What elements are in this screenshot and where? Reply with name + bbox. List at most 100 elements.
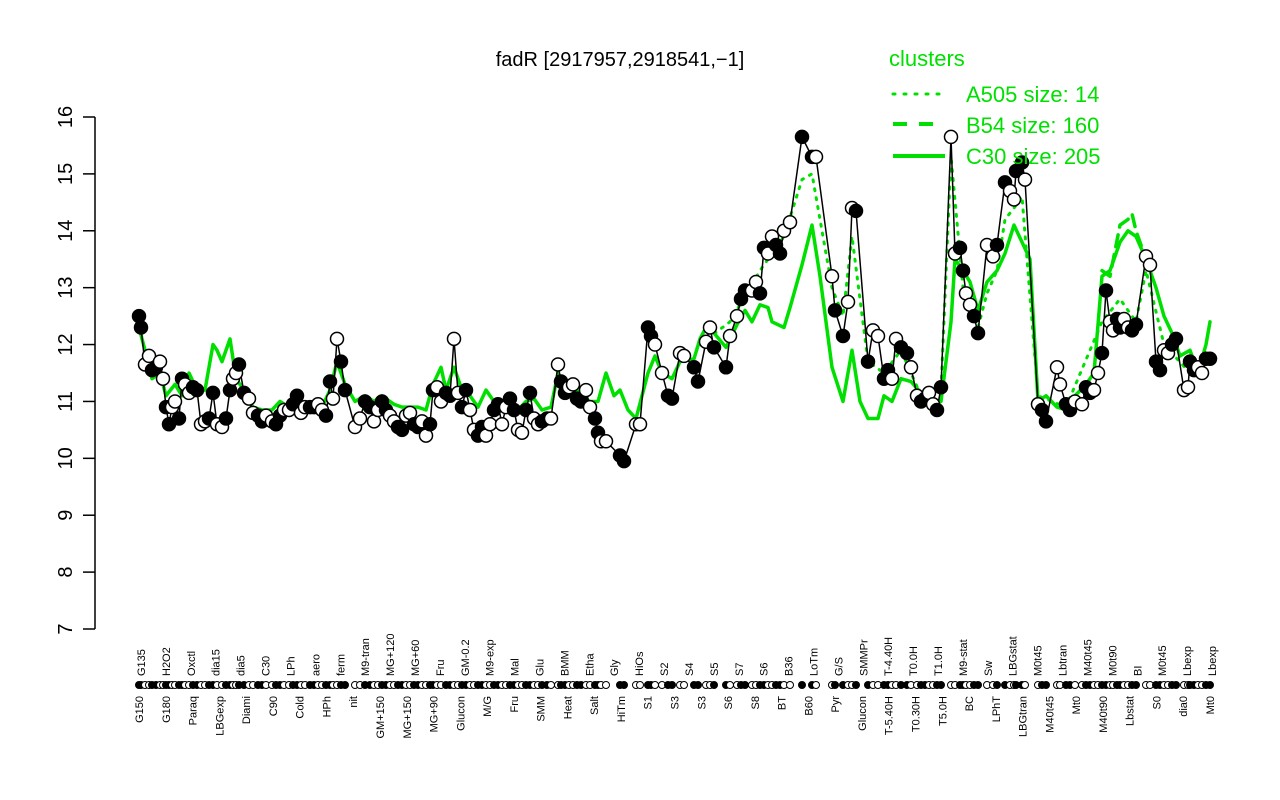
x-tick-label-top: SMMPr [858,639,870,676]
y-tick-label: 12 [55,333,77,355]
data-point [827,303,843,318]
x-tick-label-top: M9-stat [958,639,970,676]
x-tick-label-top: T-4.40H [883,637,895,676]
y-tick-label: 9 [55,510,77,521]
data-point [729,308,745,324]
x-strip-marker [726,681,734,689]
x-tick-label-top: H2O2 [161,647,173,676]
legend-title: clusters [889,46,965,71]
x-strip-marker [341,681,349,689]
x-tick-label-bottom: S6 [723,696,735,709]
data-point [808,149,824,165]
x-tick-label-bottom: S1 [643,696,655,709]
x-tick-label-bottom: T-5.40H [884,696,896,735]
x-strip-marker [852,681,860,689]
x-tick-label-bottom: Pyr [830,696,842,713]
y-tick-label: 16 [55,106,77,128]
y-tick-label: 7 [55,623,77,634]
x-tick-label-top: S5 [709,663,721,676]
legend: clusters A505 size: 14 B54 size: 160 C30… [889,46,1101,169]
x-tick-label-bottom: Cold [295,696,307,719]
x-tick-label-bottom: M40t90 [1098,696,1110,733]
x-tick-label-top: LBGstat [1008,636,1020,676]
x-tick-label-bottom: MG+150 [402,696,414,739]
data-point [189,382,205,398]
legend-entry-b54: B54 size: 160 [966,113,1099,138]
x-strip-marker [1071,681,1079,689]
data-point [506,402,522,418]
x-strip-marker [668,681,676,689]
data-point [870,328,886,344]
data-point [1094,345,1110,361]
cluster-line-dashed [1100,211,1148,279]
data-point [422,416,438,432]
x-tick-label-bottom: Glucon [455,696,467,731]
data-point [565,377,581,392]
x-tick-label-bottom: T5.0H [937,696,949,726]
x-axis: G135 H2O2 Oxctl dia15 dia5 C30 LPh aero ferm M9-t… [134,634,1219,739]
x-strip-marker [602,681,610,689]
y-tick-label: 8 [55,567,77,578]
data-point [706,340,722,355]
data-point [289,388,305,404]
data-point [152,354,168,369]
x-strip-marker [620,681,628,689]
data-point [654,365,670,381]
x-strip-marker [1042,681,1050,689]
data-point [598,434,614,449]
data-point [824,269,840,284]
data-point [772,246,788,261]
x-tick-label-bottom: M/G [482,696,494,717]
x-tick-label-bottom: HiTm [616,696,628,722]
x-tick-label-top: GM-0.2 [460,639,472,676]
data-point [835,328,851,344]
data-point [616,453,632,469]
x-tick-label-bottom: Heat [562,696,574,719]
y-tick-label: 15 [55,163,77,185]
y-tick-label: 10 [55,447,77,469]
x-strip-marker [974,681,982,689]
data-point [1006,192,1022,207]
x-strip-marker [993,681,1001,689]
x-tick-label-top: aero [310,654,322,676]
x-tick-label-bottom: Mt0 [1205,696,1217,714]
data-point [1049,360,1065,375]
x-strip-marker [831,681,839,689]
x-tick-label-bottom: M40t45 [1044,696,1056,733]
data-point [690,374,706,389]
data-point [1128,317,1144,332]
data-point [318,408,334,423]
x-tick-label-top: ferm [335,654,347,676]
data-point [578,382,594,398]
data-point [970,325,986,341]
chart-title: fadR [2917957,2918541,−1] [496,49,745,71]
data-point [1086,382,1102,398]
data-point [337,382,353,398]
data-point [352,411,368,426]
x-tick-label-top: Lbexp [1182,646,1194,676]
data-point [514,425,530,440]
x-strip-marker [651,681,659,689]
data-point [955,263,971,278]
data-point [933,379,949,395]
x-tick-label-bottom: LPhT [991,696,1003,723]
data-point [1202,351,1218,367]
x-strip-marker [1172,681,1180,689]
data-point [1074,397,1090,412]
data-point [943,129,959,145]
x-tick-label-top: G/S [833,657,845,676]
x-tick-label-bottom: MG+90 [429,696,441,732]
x-strip-marker [1132,681,1140,689]
data-point [333,354,349,369]
x-strip-marker [680,681,688,689]
data-point [966,308,982,324]
x-tick-label-bottom: C90 [268,696,280,716]
x-tick-label-bottom: dia0 [1178,696,1190,717]
x-tick-label-top: Etha [584,652,596,676]
x-tick-label-top: S2 [659,663,671,676]
y-tick-label: 11 [55,391,77,412]
data-point [632,416,648,432]
data-point [482,416,498,432]
x-strip-marker [1021,681,1029,689]
x-tick-label-top: BMM [559,650,571,676]
